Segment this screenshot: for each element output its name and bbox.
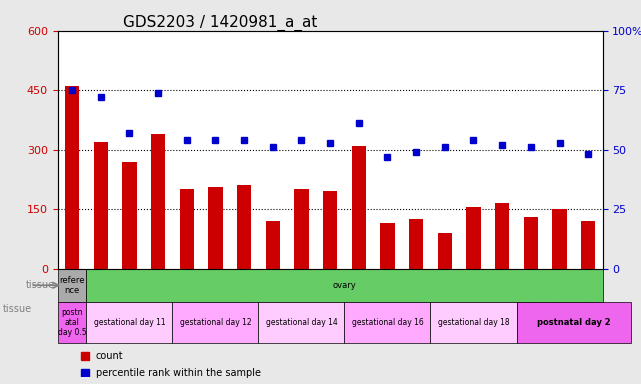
Bar <box>65 86 79 268</box>
Text: tissue: tissue <box>3 304 32 314</box>
Bar <box>294 189 308 268</box>
Text: GDS2203 / 1420981_a_at: GDS2203 / 1420981_a_at <box>123 15 317 31</box>
Text: refere
nce: refere nce <box>59 276 85 295</box>
Text: tissue: tissue <box>26 280 55 290</box>
Bar <box>179 189 194 268</box>
FancyBboxPatch shape <box>431 302 517 343</box>
FancyBboxPatch shape <box>172 302 258 343</box>
Bar <box>524 217 538 268</box>
Bar <box>323 191 337 268</box>
Text: ovary: ovary <box>333 281 356 290</box>
Text: postn
atal
day 0.5: postn atal day 0.5 <box>58 308 87 337</box>
Bar <box>352 146 366 268</box>
Bar <box>237 185 251 268</box>
Text: postnatal day 2: postnatal day 2 <box>537 318 611 327</box>
Bar <box>409 219 423 268</box>
FancyBboxPatch shape <box>344 302 431 343</box>
Text: count: count <box>96 351 124 361</box>
Bar <box>94 142 108 268</box>
Text: gestational day 11: gestational day 11 <box>94 318 165 327</box>
Bar <box>495 203 510 268</box>
Bar <box>438 233 452 268</box>
FancyBboxPatch shape <box>87 302 172 343</box>
Bar <box>151 134 165 268</box>
Text: gestational day 16: gestational day 16 <box>352 318 423 327</box>
Bar <box>380 223 395 268</box>
FancyBboxPatch shape <box>517 302 631 343</box>
Bar <box>122 162 137 268</box>
Bar <box>581 221 595 268</box>
FancyBboxPatch shape <box>258 302 344 343</box>
FancyBboxPatch shape <box>58 268 87 302</box>
FancyBboxPatch shape <box>58 302 87 343</box>
Bar <box>553 209 567 268</box>
Text: gestational day 18: gestational day 18 <box>438 318 510 327</box>
Bar <box>466 207 481 268</box>
Text: gestational day 14: gestational day 14 <box>265 318 337 327</box>
FancyBboxPatch shape <box>87 268 603 302</box>
Bar <box>265 221 280 268</box>
Bar <box>208 187 222 268</box>
Text: gestational day 12: gestational day 12 <box>179 318 251 327</box>
Text: percentile rank within the sample: percentile rank within the sample <box>96 368 261 378</box>
